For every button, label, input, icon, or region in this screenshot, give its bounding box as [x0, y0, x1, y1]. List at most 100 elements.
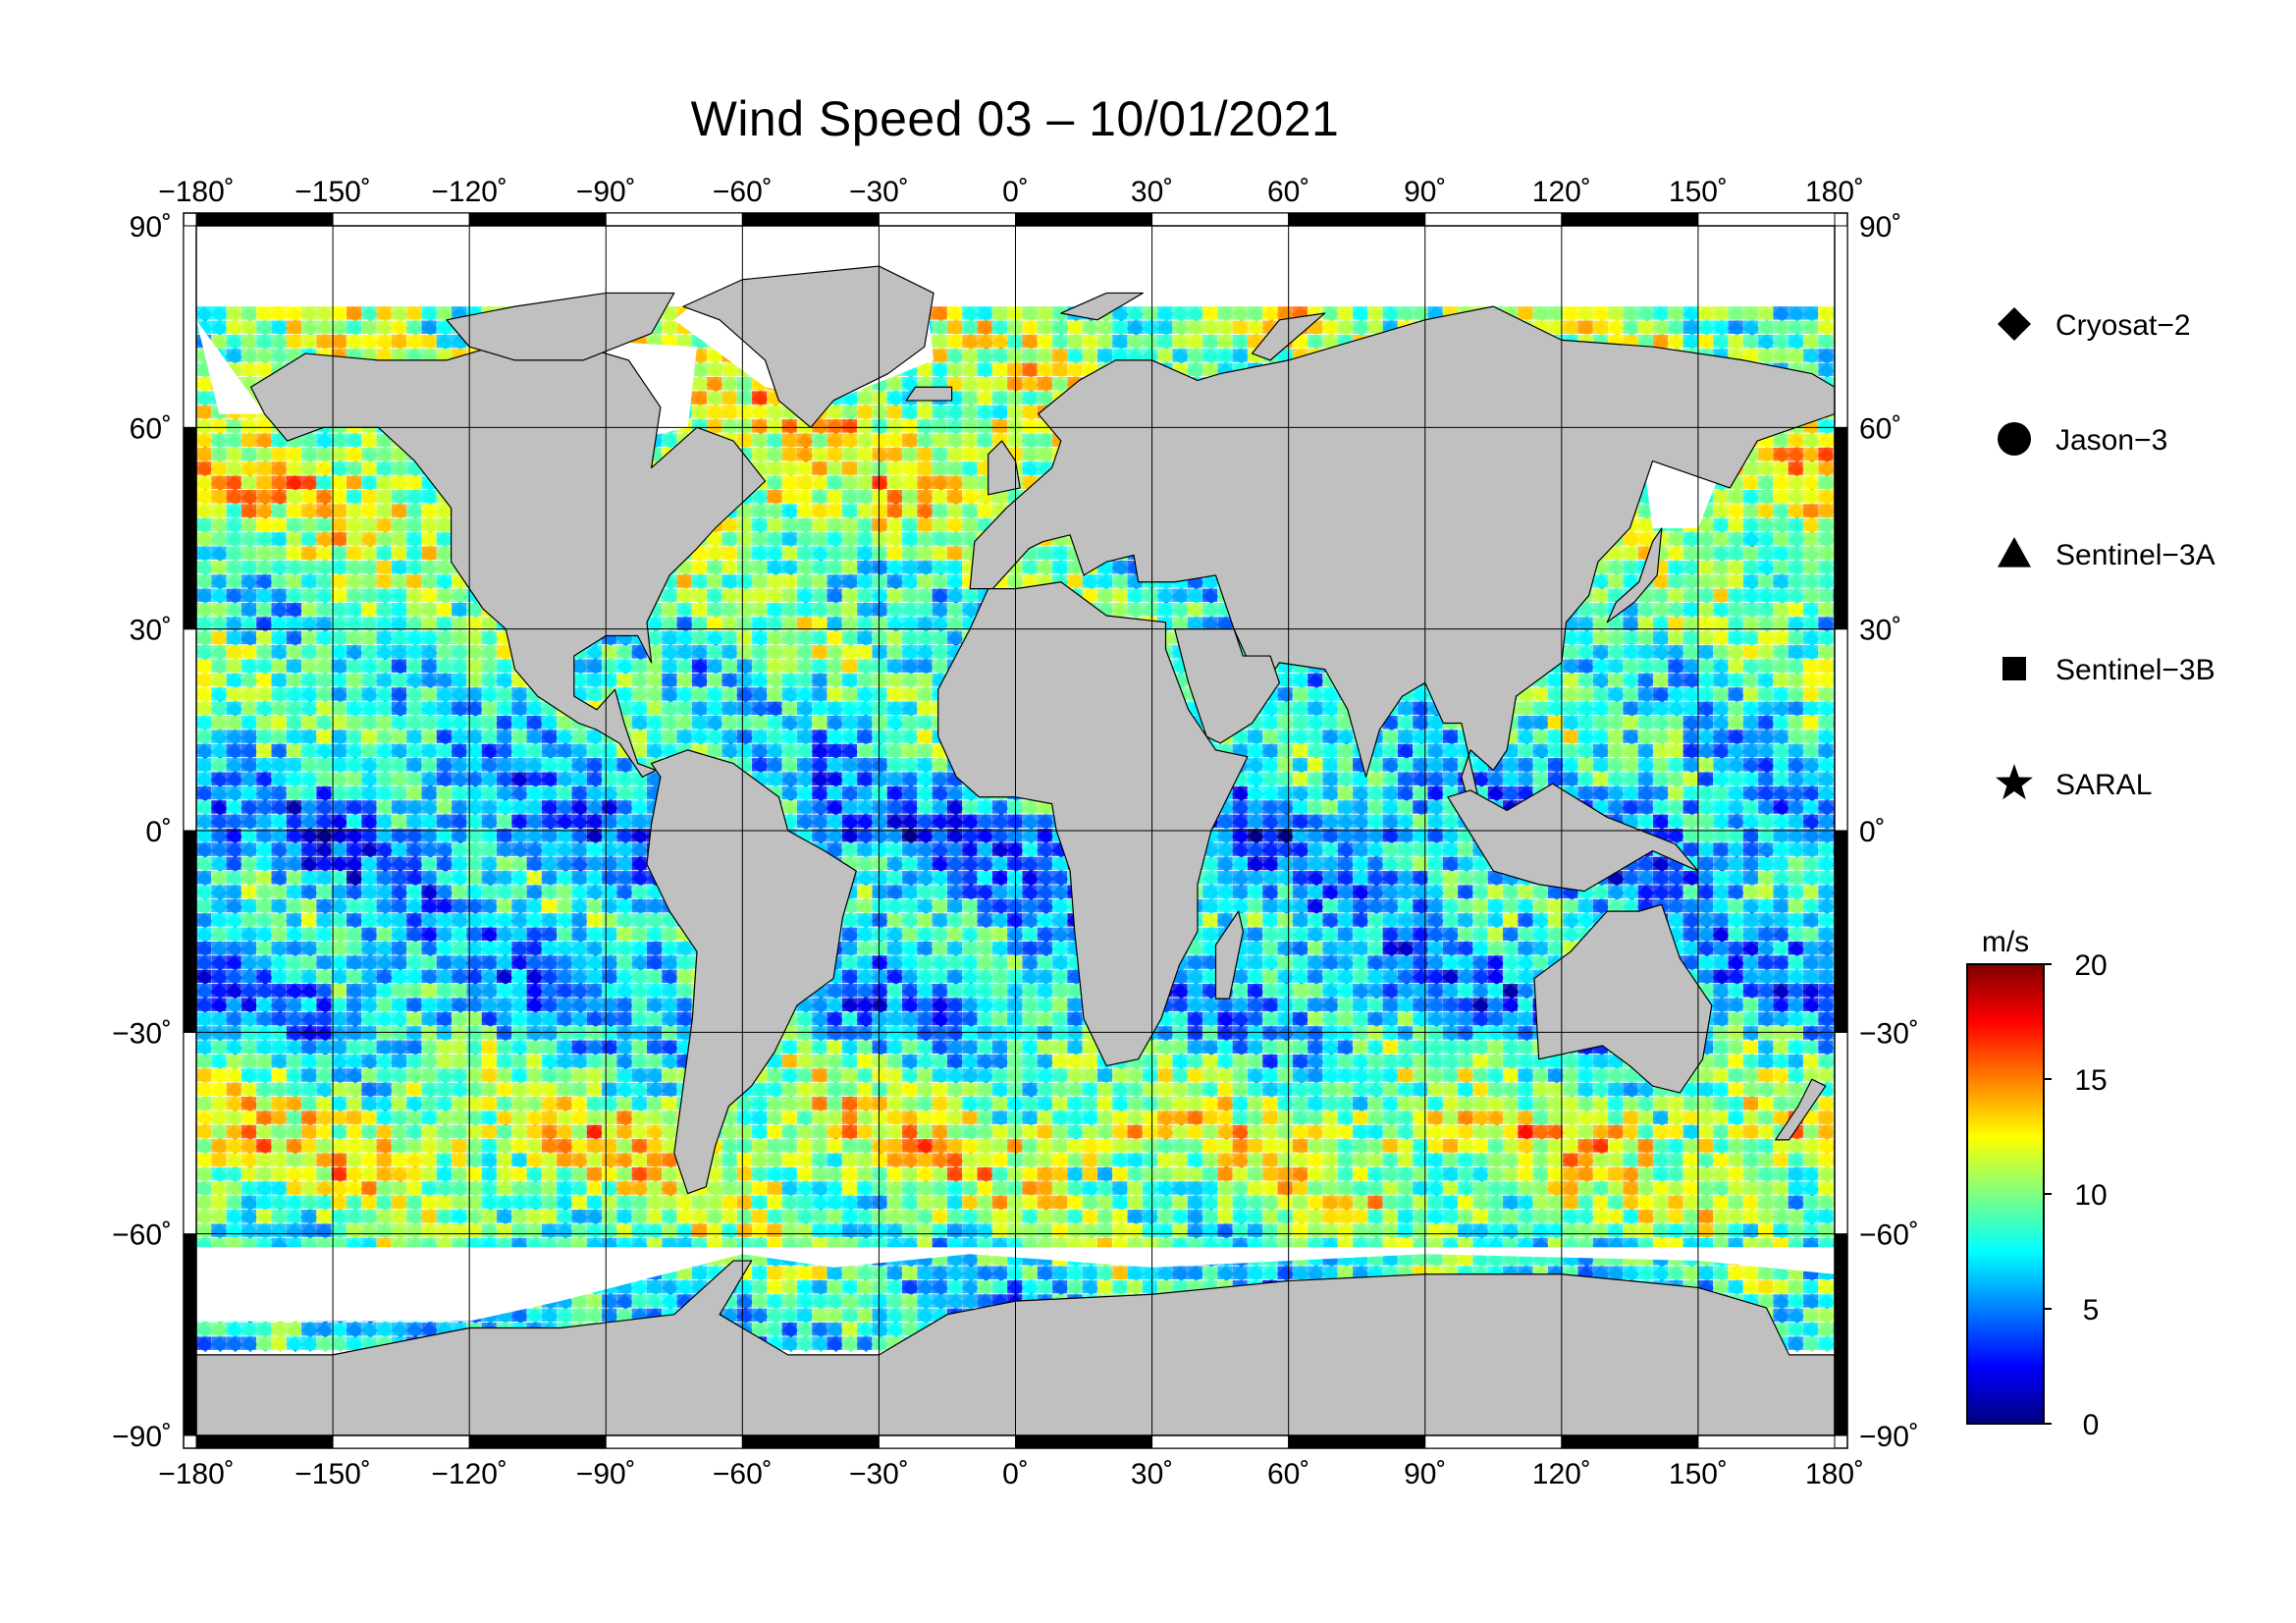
- frame-band-right: [1834, 426, 1848, 630]
- lon-tick-label-bottom: 0˚: [1002, 1458, 1029, 1490]
- frame-band-bottom: [1697, 1434, 1836, 1449]
- frame-band-bottom: [605, 1434, 743, 1449]
- colorbar-gradient: [1966, 963, 2045, 1425]
- lat-tick-label-right: −90˚: [1859, 1421, 1919, 1453]
- land-iceland: [905, 386, 953, 402]
- legend-label: Sentinel−3B: [2056, 654, 2216, 686]
- lon-tick-label-top: −150˚: [294, 176, 371, 208]
- lon-tick-label-bottom: −30˚: [849, 1458, 909, 1490]
- legend: Cryosat−2 Jason−3 Sentinel−3A Sentinel−3B SA…: [1996, 307, 2216, 801]
- frame-band-top: [878, 212, 1017, 227]
- lon-tick-label-bottom: −90˚: [576, 1458, 636, 1490]
- frame-band-bottom: [468, 1434, 607, 1449]
- colorbar-tick-label: 5: [2083, 1294, 2100, 1326]
- map-border: [195, 225, 1836, 1436]
- frame-band-left: [183, 225, 197, 428]
- frame-band-right: [1834, 830, 1848, 1033]
- frame-band-left: [183, 426, 197, 630]
- lat-tick-label-left: 60˚: [130, 412, 172, 445]
- colorbar-unit-label: m/s: [1982, 926, 2029, 958]
- legend-label: Cryosat−2: [2056, 309, 2191, 342]
- frame-band-bottom: [878, 1434, 1017, 1449]
- colorbar-tick-label: 20: [2074, 949, 2107, 982]
- frame-band-bottom: [1151, 1434, 1290, 1449]
- lat-tick-label-left: −60˚: [112, 1219, 172, 1252]
- frame-band-left: [183, 1031, 197, 1235]
- lon-tick-label-top: 90˚: [1404, 176, 1446, 208]
- lon-tick-label-top: −30˚: [849, 176, 909, 208]
- frame-band-top: [1151, 212, 1290, 227]
- colorbar-tick-label: 15: [2074, 1064, 2107, 1097]
- legend-label: Jason−3: [2056, 424, 2167, 457]
- frame-band-right: [1834, 628, 1848, 832]
- ice-patch: [196, 319, 265, 414]
- lon-tick-label-bottom: −120˚: [431, 1458, 507, 1490]
- frame-band-top: [1697, 212, 1836, 227]
- lat-tick-label-right: −60˚: [1859, 1219, 1919, 1252]
- colorbar-tick-label: 0: [2083, 1409, 2100, 1441]
- lat-tick-label-right: 60˚: [1859, 412, 1901, 445]
- lon-tick-label-top: 150˚: [1669, 176, 1728, 208]
- lat-tick-label-right: 90˚: [1859, 211, 1901, 243]
- lon-tick-label-top: 60˚: [1267, 176, 1309, 208]
- land-arabia: [1174, 628, 1280, 744]
- lon-tick-label-top: −180˚: [158, 176, 235, 208]
- frame-band-bottom: [1015, 1434, 1153, 1449]
- lat-tick-label-left: 90˚: [130, 211, 172, 243]
- frame-band-top: [1561, 212, 1699, 227]
- lat-tick-label-right: 0˚: [1859, 816, 1886, 848]
- land-japan: [1606, 527, 1663, 623]
- lon-tick-label-top: −60˚: [713, 176, 773, 208]
- frame-band-bottom: [332, 1434, 470, 1449]
- lon-tick-label-top: 120˚: [1532, 176, 1591, 208]
- land-north-america: [250, 339, 767, 778]
- graticule: [195, 225, 1836, 1436]
- lat-tick-label-left: −90˚: [112, 1421, 172, 1453]
- lat-tick-label-left: −30˚: [112, 1017, 172, 1050]
- lon-tick-label-bottom: −150˚: [294, 1458, 371, 1490]
- frame-band-top: [1424, 212, 1563, 227]
- frame-band-left: [183, 628, 197, 832]
- frame-band-right: [1834, 1233, 1848, 1436]
- tick-labels: −180˚ −180˚ −150˚ −150˚ −120˚ −120˚ −90˚ −90˚ −6…: [112, 176, 1919, 1490]
- legend-label: SARAL: [2056, 769, 2152, 801]
- land-eurasia: [969, 305, 1835, 825]
- circle-icon: [1998, 422, 2031, 456]
- lon-tick-label-bottom: 90˚: [1404, 1458, 1446, 1490]
- lon-tick-label-bottom: 150˚: [1669, 1458, 1728, 1490]
- land-uk: [988, 440, 1021, 496]
- lon-tick-label-top: 0˚: [1002, 176, 1029, 208]
- lon-tick-label-top: 180˚: [1805, 176, 1864, 208]
- frame-band-bottom: [1288, 1434, 1426, 1449]
- frame-band-top: [332, 212, 470, 227]
- land-indonesia: [1447, 783, 1699, 893]
- triangle-icon: [1998, 537, 2031, 568]
- lat-tick-label-left: 0˚: [145, 816, 172, 848]
- land-greenland: [682, 265, 934, 428]
- frame-band-top: [1015, 212, 1153, 227]
- frame-band-top: [605, 212, 743, 227]
- colorbar-tick-label: 10: [2074, 1179, 2107, 1212]
- frame-band-bottom: [741, 1434, 880, 1449]
- star-icon: [1996, 764, 2033, 800]
- lon-tick-label-top: −90˚: [576, 176, 636, 208]
- frame-band-right: [1834, 1031, 1848, 1235]
- lon-tick-label-bottom: 60˚: [1267, 1458, 1309, 1490]
- frame-band-top: [741, 212, 880, 227]
- frame-band-left: [183, 1233, 197, 1436]
- legend-label: Sentinel−3A: [2056, 539, 2216, 571]
- frame-band-top: [468, 212, 607, 227]
- frame-band-left: [183, 830, 197, 1033]
- lat-tick-label-right: −30˚: [1859, 1017, 1919, 1050]
- land-madagascar: [1214, 910, 1244, 1000]
- lat-tick-label-left: 30˚: [130, 615, 172, 647]
- lon-tick-label-bottom: 180˚: [1805, 1458, 1864, 1490]
- land-arctic-islands: [446, 292, 675, 361]
- lon-tick-label-bottom: −180˚: [158, 1458, 235, 1490]
- figure-title: Wind Speed 03 – 10/01/2021: [690, 91, 1340, 146]
- lon-tick-label-top: 30˚: [1131, 176, 1173, 208]
- frame-band-top: [195, 212, 334, 227]
- lat-tick-label-right: 30˚: [1859, 615, 1901, 647]
- frame-band-right: [1834, 225, 1848, 428]
